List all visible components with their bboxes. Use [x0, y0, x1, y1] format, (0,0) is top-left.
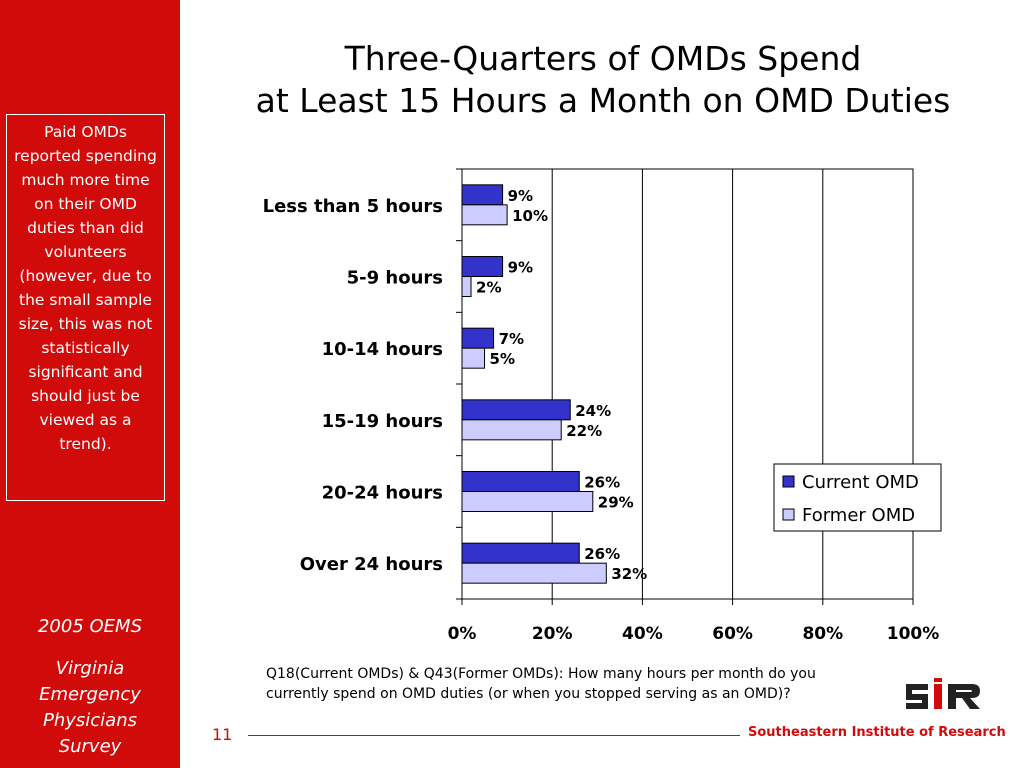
x-tick-label: 100%	[887, 624, 940, 644]
institute-name: Southeastern Institute of Research	[748, 725, 1006, 740]
legend-swatch	[782, 475, 795, 488]
sidebar: Paid OMDs reported spending much more ti…	[0, 0, 180, 768]
page-title: Three-Quarters of OMDs Spend at Least 15…	[218, 38, 988, 122]
data-label: 2%	[476, 279, 501, 297]
data-label: 29%	[598, 494, 634, 512]
sir-logo-icon	[906, 678, 980, 709]
callout-text: Paid OMDs reported spending much more ti…	[14, 123, 157, 453]
bar-current	[461, 327, 495, 349]
x-tick-label: 80%	[802, 624, 843, 644]
category-label: 20-24 hours	[322, 483, 443, 504]
bar-chart: 0% 20% 40% 60% 80% 100% Less than 5 hours 9% 10%…	[263, 168, 942, 644]
category-label: 10-14 hours	[322, 339, 443, 360]
bar-former	[461, 491, 594, 512]
category-label: 15-19 hours	[322, 411, 443, 432]
survey-name-line: Physicians	[42, 710, 137, 731]
title-line: Three-Quarters of OMDs Spend	[344, 39, 862, 78]
data-label: 32%	[611, 565, 647, 583]
plot-area	[461, 168, 914, 600]
bar-current	[461, 542, 580, 564]
data-label: 22%	[566, 422, 602, 440]
x-tick-label: 0%	[448, 624, 477, 644]
data-label: 10%	[512, 207, 548, 225]
bar-current	[461, 184, 504, 206]
callout-box: Paid OMDs reported spending much more ti…	[6, 114, 165, 501]
bar-current	[461, 256, 504, 277]
bar-former	[461, 204, 508, 226]
data-label: 5%	[490, 350, 515, 368]
bar-former	[461, 347, 486, 369]
bar-current	[461, 399, 571, 421]
survey-name-line: Emergency	[39, 684, 141, 705]
bar-former	[461, 276, 472, 297]
title-line: at Least 15 Hours a Month on OMD Duties	[255, 81, 951, 120]
legend-swatch	[782, 508, 795, 521]
data-label: 9%	[508, 187, 533, 205]
x-tick-label: 20%	[532, 624, 573, 644]
category-label: 5-9 hours	[347, 268, 443, 289]
bar-current	[461, 471, 580, 492]
data-label: 26%	[584, 474, 620, 492]
category-label: Less than 5 hours	[263, 196, 443, 217]
data-label: 26%	[584, 545, 620, 563]
survey-name-line: Survey	[58, 736, 122, 757]
data-label: 24%	[575, 402, 611, 420]
x-tick-label: 60%	[712, 624, 753, 644]
bar-former	[461, 419, 562, 441]
x-tick-label: 40%	[622, 624, 663, 644]
data-label: 9%	[508, 259, 533, 277]
survey-name-line: Virginia	[55, 658, 125, 679]
survey-year: 2005 OEMS	[37, 616, 143, 637]
survey-name: Virginia Emergency Physicians Survey	[0, 656, 180, 760]
legend-label: Former OMD	[802, 505, 915, 526]
bar-former	[461, 562, 607, 584]
page-number: 11	[212, 725, 233, 744]
category-label: Over 24 hours	[300, 554, 443, 575]
data-label: 7%	[499, 330, 524, 348]
footer-rule	[248, 735, 740, 736]
legend-label: Current OMD	[802, 472, 919, 493]
legend-box	[773, 463, 942, 532]
survey-question: Q18(Current OMDs) & Q43(Former OMDs): Ho…	[266, 666, 816, 702]
